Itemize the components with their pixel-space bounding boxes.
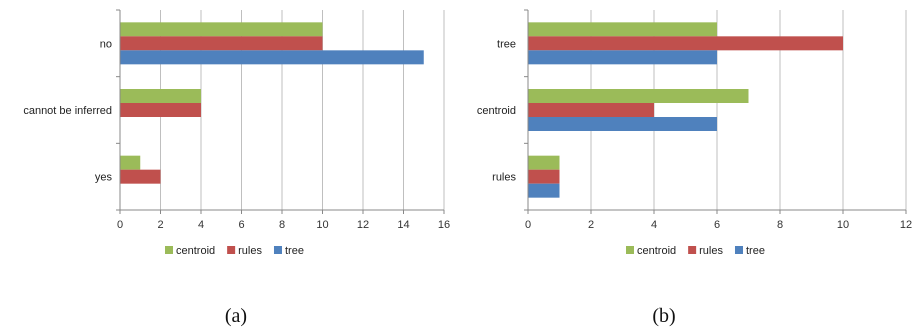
bar-centroid: [528, 156, 560, 170]
x-tick-label: 6: [714, 219, 720, 231]
category-label: centroid: [477, 105, 516, 117]
legend-label-centroid: centroid: [637, 245, 676, 257]
x-tick-label: 16: [438, 219, 450, 231]
x-tick-label: 6: [238, 219, 244, 231]
category-label: no: [100, 38, 112, 50]
bar-rules: [120, 103, 201, 117]
bar-rules: [528, 36, 843, 50]
legend-swatch-tree: [735, 246, 743, 254]
x-tick-label: 0: [525, 219, 531, 231]
category-label: cannot be inferred: [23, 105, 112, 117]
legend-label-rules: rules: [699, 245, 723, 257]
category-label: tree: [497, 38, 516, 50]
x-tick-label: 4: [651, 219, 657, 231]
bar-tree: [120, 50, 424, 64]
legend-swatch-centroid: [165, 246, 173, 254]
x-tick-label: 10: [837, 219, 849, 231]
bar-centroid: [120, 89, 201, 103]
bar-tree: [528, 117, 717, 131]
legend-label-rules: rules: [238, 245, 262, 257]
x-tick-label: 2: [157, 219, 163, 231]
legend-swatch-rules: [688, 246, 696, 254]
bar-rules: [528, 103, 654, 117]
legend-label-tree: tree: [746, 245, 765, 257]
legend-swatch-tree: [274, 246, 282, 254]
x-tick-label: 12: [900, 219, 912, 231]
category-label: yes: [95, 172, 113, 184]
panel-caption: (a): [225, 305, 247, 327]
bar-centroid: [120, 156, 140, 170]
bar-tree: [528, 50, 717, 64]
legend-label-tree: tree: [285, 245, 304, 257]
bar-centroid: [120, 22, 323, 36]
x-tick-label: 12: [357, 219, 369, 231]
x-tick-label: 4: [198, 219, 204, 231]
x-tick-label: 8: [279, 219, 285, 231]
bar-centroid: [528, 89, 749, 103]
legend-swatch-centroid: [626, 246, 634, 254]
legend-swatch-rules: [227, 246, 235, 254]
x-tick-label: 8: [777, 219, 783, 231]
x-tick-label: 2: [588, 219, 594, 231]
bar-tree: [528, 184, 560, 198]
panel-caption: (b): [652, 305, 675, 327]
bar-rules: [120, 170, 161, 184]
x-tick-label: 0: [117, 219, 123, 231]
chart-panel-a: 0 2 4 6 8 10 12 14 16 no cannot be inferred yes cent…: [23, 10, 450, 327]
bar-rules: [528, 170, 560, 184]
x-tick-label: 14: [397, 219, 409, 231]
x-tick-label: 10: [316, 219, 328, 231]
category-label: rules: [492, 172, 516, 184]
bar-centroid: [528, 22, 717, 36]
legend-label-centroid: centroid: [176, 245, 215, 257]
bar-rules: [120, 36, 323, 50]
chart-panel-b: 0 2 4 6 8 10 12 tree centroid rules centroid rules t…: [477, 10, 912, 327]
